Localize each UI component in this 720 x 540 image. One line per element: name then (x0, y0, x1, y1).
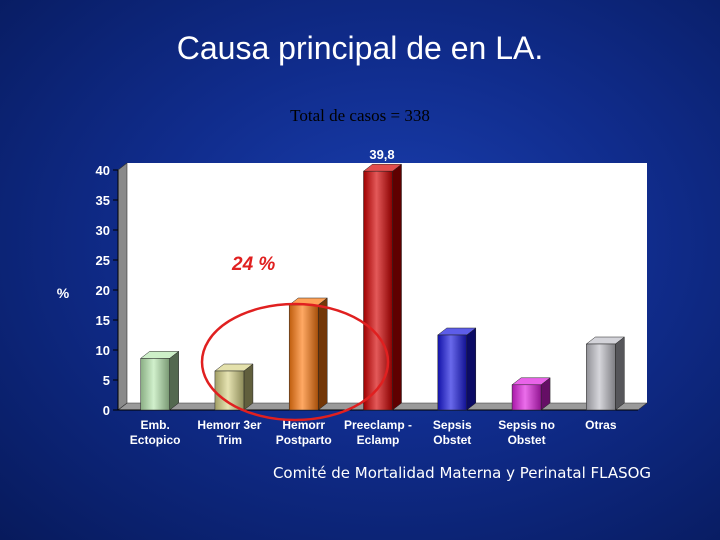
category-label: Trim (217, 433, 242, 447)
bar-value-label: 39,8 (369, 147, 394, 162)
bar (139, 350, 180, 411)
bar-value-label: 8,6 (150, 334, 168, 349)
annotation-ellipse (200, 302, 390, 422)
bar-side (317, 297, 328, 411)
category-label: Postparto (276, 433, 332, 447)
y-tick-label: 20 (96, 283, 110, 298)
bar (437, 327, 477, 411)
category-label: Obstet (433, 433, 471, 447)
bar-front (288, 304, 319, 411)
bar (362, 163, 403, 411)
category-label: Hemorr 3er (197, 418, 261, 432)
bar-side (243, 363, 254, 411)
y-tick-label: 15 (96, 313, 110, 328)
bar-value-label: 11,0 (593, 320, 618, 335)
y-tick-label: 25 (96, 253, 110, 268)
category-label: Hemorr (282, 418, 325, 432)
bar-front (437, 334, 468, 411)
bar-side (615, 336, 625, 411)
bar-front (363, 170, 393, 411)
y-tick-label: 5 (103, 373, 110, 388)
bar-front (140, 358, 170, 411)
category-label: Ectopico (130, 433, 181, 447)
y-tick-label: 35 (96, 193, 110, 208)
y-tick-label: 0 (103, 403, 110, 418)
slide-title: Causa principal de en LA. (176, 30, 544, 66)
plot-side-wall (117, 162, 128, 411)
bar-value-label: 6,5 (224, 347, 242, 362)
bar (511, 377, 551, 411)
category-label: Sepsis no (498, 418, 555, 432)
y-tick-label: 40 (96, 163, 110, 178)
bar-front (511, 384, 542, 411)
bar-side (392, 163, 402, 411)
bar (214, 363, 254, 411)
category-label: Otras (585, 418, 617, 432)
category-label: Preeclamp - (344, 418, 412, 432)
category-label: Eclamp (357, 433, 400, 447)
annotation-label: 24 % (231, 254, 275, 275)
bar (585, 336, 626, 411)
bar-value-label: 12,5 (444, 311, 469, 326)
category-label: Sepsis (433, 418, 472, 432)
y-tick-label: 10 (96, 343, 110, 358)
category-label: Emb. (140, 418, 169, 432)
y-tick-label: 30 (96, 223, 110, 238)
bar-side (466, 327, 477, 411)
footer-credit: Comité de Mortalidad Materna y Perinatal… (272, 464, 652, 482)
y-axis-label: % (57, 285, 70, 301)
bar (288, 297, 328, 411)
bar-side (169, 350, 179, 411)
chart-subtitle: Total de casos = 338 (290, 106, 430, 125)
bar-value-label: 4,2 (522, 361, 540, 376)
bar-value-label: 17,5 (295, 281, 320, 296)
bar-front (586, 343, 616, 411)
category-label: Obstet (508, 433, 546, 447)
